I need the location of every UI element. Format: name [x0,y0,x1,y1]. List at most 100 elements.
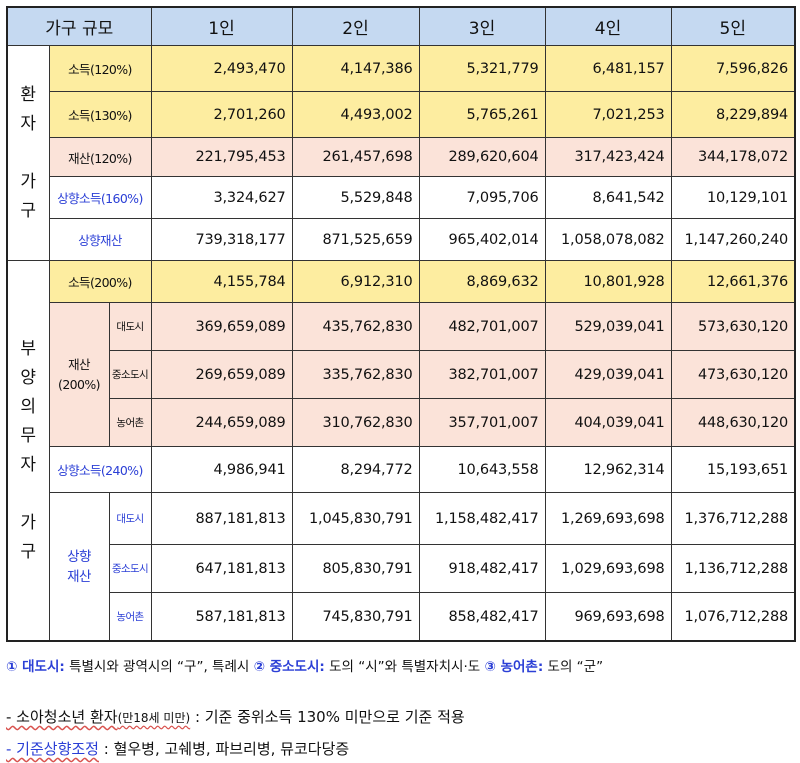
cell: 10,801,928 [544,260,672,303]
table-row: 재산 (200%) 대도시 369,659,089 435,762,830 482… [7,302,796,447]
table-row: 상향 재산 대도시 887,181,813 1,045,830,791 1,158… [7,492,796,642]
cell: 1,147,260,240 [670,218,796,261]
table-row: 재산(120%) 221,795,453 261,457,698 289,620… [7,137,796,177]
cell: 587,181,813 [150,592,293,642]
note-desc-metro: 특별시와 광역시의 “구”, 특례시 [64,659,254,675]
cell: 435,762,830 [291,302,420,351]
cell: 7,095,706 [418,176,546,219]
region-legend-note: ① 대도시: 특별시와 광역시의 “구”, 특례시 ② 중소도시: 도의 “시”… [6,655,603,675]
cell: 4,147,386 [291,45,420,92]
cell: 12,661,376 [670,260,796,303]
cell: 1,158,482,417 [418,492,546,545]
table-row: 상향소득(160%) 3,324,627 5,529,848 7,095,706… [7,176,796,219]
upgrade-note: - 기준상향조정 : 혈우병, 고쉐병, 파브리병, 뮤코다당증 [6,738,349,759]
cell: 6,481,157 [544,45,672,92]
cell: 573,630,120 [670,302,796,351]
cell: 15,193,651 [670,446,796,493]
header-col-2: 2인 [291,6,420,46]
cell: 529,039,041 [544,302,672,351]
table-row: 농어촌 587,181,813 745,830,791 858,482,417 … [7,592,796,642]
cell: 4,493,002 [291,91,420,138]
upgrade-note-text: : 혈우병, 고쉐병, 파브리병, 뮤코다당증 [98,740,350,758]
sub-label: 대도시 [108,492,152,545]
property-label: 재산 (200%) [48,302,110,447]
cell: 344,178,072 [670,137,796,177]
cell: 739,318,177 [150,218,293,261]
cell: 805,830,791 [291,544,420,593]
cell: 7,596,826 [670,45,796,92]
cell: 4,155,784 [150,260,293,303]
sub-label: 농어촌 [108,398,152,447]
header-col-3: 3인 [418,6,546,46]
row-label: 재산(120%) [48,137,152,177]
row-label: 소득(200%) [48,260,152,303]
cell: 5,321,779 [418,45,546,92]
cell: 5,765,261 [418,91,546,138]
property-label-text: 재산 (200%) [58,356,100,392]
sub-label: 중소도시 [108,544,152,593]
cell: 1,045,830,791 [291,492,420,545]
table-row: 상향소득(240%) 4,986,941 8,294,772 10,643,55… [7,446,796,493]
cell: 858,482,417 [418,592,546,642]
note-key-city: ② 중소도시: [253,659,325,675]
sub-label: 대도시 [108,302,152,351]
cell: 10,129,101 [670,176,796,219]
pediatric-note-text: : 기준 중위소득 130% 미만으로 기준 적용 [190,708,465,726]
cell: 965,402,014 [418,218,546,261]
cell: 887,181,813 [150,492,293,545]
up-property-label-text: 상향 재산 [67,548,91,585]
note-desc-city: 도의 “시”와 특별자치시·도 [324,659,485,675]
cell: 1,136,712,288 [670,544,796,593]
cell: 317,423,424 [544,137,672,177]
cell: 1,029,693,698 [544,544,672,593]
cell: 269,659,089 [150,350,293,399]
header-col-4: 4인 [544,6,672,46]
note-key-metro: ① 대도시: [6,659,65,675]
cell: 310,762,830 [291,398,420,447]
cell: 1,058,078,082 [544,218,672,261]
table-row: 농어촌 244,659,089 310,762,830 357,701,007 … [7,398,796,447]
cell: 382,701,007 [418,350,546,399]
table-row: 소득(130%) 2,701,260 4,493,002 5,765,261 7… [7,91,796,138]
upgrade-note-label: - 기준상향조정 [6,740,99,758]
cell: 2,701,260 [150,91,293,138]
cell: 1,376,712,288 [670,492,796,545]
row-label: 소득(130%) [48,91,152,138]
cell: 7,021,253 [544,91,672,138]
row-label: 소득(120%) [48,45,152,92]
pediatric-note-age: (만18세 미만) [117,711,191,725]
header-household-size: 가구 규모 [6,6,152,46]
cell: 3,324,627 [150,176,293,219]
cell: 745,830,791 [291,592,420,642]
cell: 2,493,470 [150,45,293,92]
up-property-label: 상향 재산 [48,492,110,642]
cell: 8,294,772 [291,446,420,493]
cell: 221,795,453 [150,137,293,177]
note-key-rural: ③ 농어촌: [484,659,544,675]
pediatric-note: - 소아청소년 환자(만18세 미만) : 기준 중위소득 130% 미만으로 … [6,706,465,727]
cell: 335,762,830 [291,350,420,399]
cell: 4,986,941 [150,446,293,493]
table-row: 중소도시 647,181,813 805,830,791 918,482,417… [7,544,796,593]
cell: 473,630,120 [670,350,796,399]
cell: 404,039,041 [544,398,672,447]
cell: 429,039,041 [544,350,672,399]
row-label: 상향재산 [48,218,152,261]
cell: 1,269,693,698 [544,492,672,545]
table-row: 중소도시 269,659,089 335,762,830 382,701,007… [7,350,796,399]
cell: 482,701,007 [418,302,546,351]
header-col-1: 1인 [150,6,293,46]
table-row: 상향재산 739,318,177 871,525,659 965,402,014… [7,218,796,261]
cell: 8,641,542 [544,176,672,219]
cell: 244,659,089 [150,398,293,447]
cell: 369,659,089 [150,302,293,351]
cell: 10,643,558 [418,446,546,493]
header-col-5: 5인 [670,6,796,46]
cell: 261,457,698 [291,137,420,177]
